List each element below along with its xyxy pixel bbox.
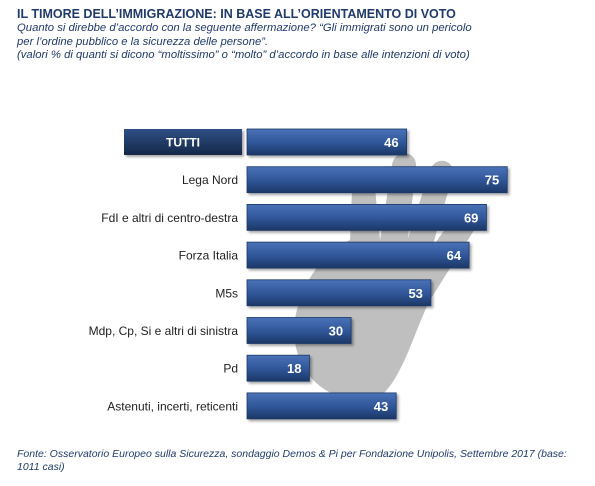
chart-note: (valori % di quanti si dicono “moltissim… <box>17 49 470 61</box>
bar <box>246 166 508 194</box>
category-label: Pd <box>223 362 238 376</box>
chart-subtitle-line2: per l’ordine pubblico e la sicurezza del… <box>17 35 269 48</box>
chart-source: Fonte: Osservatorio Europeo sulla Sicure… <box>17 448 567 473</box>
category-label: Mdp, Cp, Si e altri di sinistra <box>89 324 239 338</box>
data-label: 30 <box>329 324 343 339</box>
data-label: 46 <box>384 135 398 150</box>
bar <box>246 279 432 307</box>
bar <box>246 354 310 382</box>
bar <box>246 128 408 156</box>
chart-subtitle-line1: Quanto si direbbe d’accordo con la segue… <box>17 22 472 34</box>
chart-title: IL TIMORE DELL’IMMIGRAZIONE: IN BASE ALL… <box>17 7 456 21</box>
highlight-label-box <box>124 129 242 155</box>
category-label: M5s <box>215 286 238 300</box>
category-label: Astenuti, incerti, reticenti <box>107 399 238 413</box>
bar <box>246 317 352 344</box>
data-label: 69 <box>464 210 478 225</box>
category-label: Forza Italia <box>179 249 239 263</box>
data-label: 18 <box>287 361 301 376</box>
bar <box>246 203 487 231</box>
bars-layer: TUTTI 46 Lega Nord 75 FdI e altri di centro-… <box>89 128 508 420</box>
chart-header: IL TIMORE DELL’IMMIGRAZIONE: IN BASE ALL… <box>17 7 582 63</box>
data-label: 53 <box>408 286 422 301</box>
data-label: 43 <box>374 399 388 414</box>
data-label: 64 <box>447 248 462 263</box>
bar <box>246 241 470 269</box>
category-label: FdI e altri di centro-destra <box>101 211 238 225</box>
category-label: Lega Nord <box>182 173 238 187</box>
data-label: 75 <box>485 173 499 188</box>
category-label: TUTTI <box>166 136 200 150</box>
bar <box>246 392 397 420</box>
